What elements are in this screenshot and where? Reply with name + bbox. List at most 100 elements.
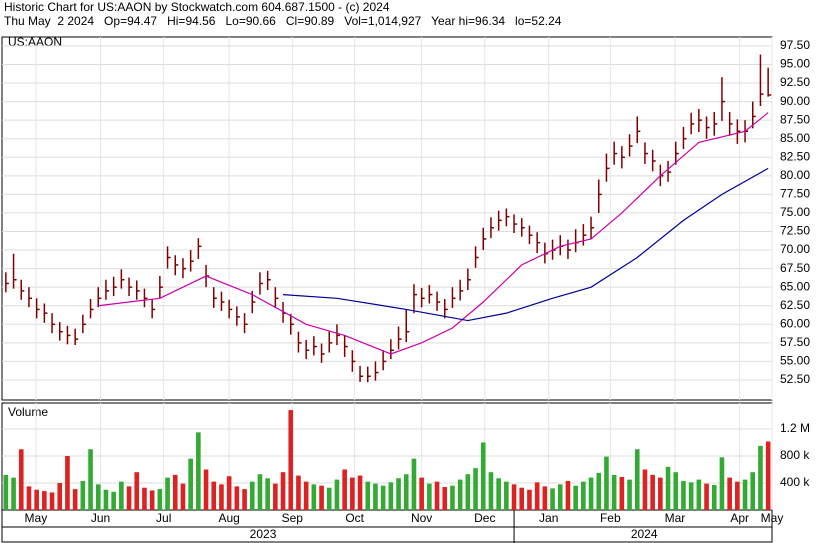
volume-bar (157, 489, 163, 510)
y-tick-label: 65.00 (780, 279, 810, 293)
moving-average (98, 112, 769, 355)
volume-bar (265, 478, 270, 510)
y-tick-label: 67.50 (780, 261, 810, 275)
volume-bar (396, 478, 401, 510)
volume-bar (573, 485, 578, 510)
volume-bar (750, 472, 756, 510)
volume-bar (604, 456, 609, 510)
volume-label: Volume (8, 405, 48, 419)
volume-bar (557, 484, 563, 510)
volume-bar (196, 432, 201, 510)
volume-bar (49, 492, 55, 510)
year-strip (1, 526, 773, 543)
y-tick-label: 82.50 (780, 149, 810, 163)
volume-bar (542, 486, 548, 510)
volume-bar (611, 474, 617, 510)
y-tick-label: 70.00 (780, 242, 810, 256)
volume-bar (226, 476, 232, 510)
volume-bar (534, 482, 540, 510)
volume-bar (496, 478, 501, 510)
volume-bar (103, 489, 109, 510)
volume-bar (134, 472, 140, 510)
y-tick-label: 72.50 (780, 224, 810, 238)
volume-bar (203, 469, 209, 510)
y-tick-label: 90.00 (780, 94, 810, 108)
volume-bar (273, 483, 278, 510)
x-tick-label: Jun (91, 511, 110, 525)
x-tick-label: Nov (411, 511, 432, 525)
y-tick-label: 75.00 (780, 205, 810, 219)
y-tick-label: 55.00 (780, 354, 810, 368)
x-tick-label: Sep (282, 511, 304, 525)
volume-bar (72, 489, 78, 510)
x-tick-label: Dec (474, 511, 495, 525)
volume-bar (88, 449, 93, 510)
x-tick-label: Mar (665, 511, 686, 525)
volume-bar (126, 486, 132, 510)
volume-bar (581, 481, 586, 510)
volume-bar (504, 481, 509, 510)
volume-bar (473, 468, 478, 510)
volume-bar (365, 481, 371, 510)
volume-bar (619, 476, 625, 510)
y-tick-label: 62.50 (780, 298, 810, 312)
x-tick-label: Aug (218, 511, 239, 525)
volume-bar (380, 485, 386, 510)
y2-tick-label: 800 k (780, 448, 810, 462)
volume-bar (296, 475, 301, 510)
volume-bar (288, 410, 294, 510)
volume-bar (342, 469, 347, 510)
volume-bar (80, 480, 86, 510)
volume-bar (357, 475, 363, 510)
volume-bar (373, 483, 378, 510)
volume-bar (480, 442, 486, 510)
volume-bar (3, 474, 9, 510)
volume-bar (427, 483, 432, 510)
volume-bar (411, 458, 417, 510)
volume-bar (704, 483, 709, 510)
volume-bar (172, 474, 178, 510)
y2-tick-label: 400 k (780, 475, 810, 489)
year-label: 2024 (631, 527, 658, 541)
volume-bar (242, 489, 247, 510)
y-tick-label: 57.50 (780, 335, 810, 349)
x-tick-label: Oct (345, 511, 364, 525)
volume-bar (188, 458, 193, 510)
x-tick-label: May (761, 511, 784, 525)
volume-bar (149, 490, 155, 510)
volume-bar (434, 481, 440, 510)
volume-bar (742, 479, 748, 510)
volume-bar (673, 472, 679, 510)
volume-bar (18, 449, 24, 510)
y-tick-label: 77.50 (780, 187, 810, 201)
volume-bar (711, 485, 717, 510)
volume-bar (550, 488, 555, 510)
y-tick-label: 92.50 (780, 75, 810, 89)
volume-bar (165, 477, 170, 510)
volume-bar (65, 455, 70, 510)
volume-bar (465, 474, 471, 510)
volume-bar (527, 489, 532, 510)
volume-bar (735, 481, 740, 510)
volume-bar (334, 479, 340, 510)
volume-bar (42, 491, 47, 510)
x-tick-label: Apr (730, 511, 749, 525)
volume-bar (34, 489, 39, 510)
volume-bar (119, 481, 124, 510)
volume-bar (511, 484, 517, 510)
volume-bar (758, 445, 763, 510)
volume-bar (311, 484, 317, 510)
volume-bar (727, 477, 732, 510)
volume-bar (219, 484, 224, 510)
volume-bar (280, 472, 286, 510)
y-tick-label: 87.50 (780, 112, 810, 126)
y2-tick-label: 1.2 M (780, 421, 810, 435)
volume-bar (596, 472, 602, 510)
symbol-label: US:AAON (8, 35, 62, 49)
volume-bar (249, 481, 255, 510)
volume-bar (257, 474, 263, 510)
volume-bar (488, 472, 494, 510)
volume-bar (26, 486, 32, 510)
